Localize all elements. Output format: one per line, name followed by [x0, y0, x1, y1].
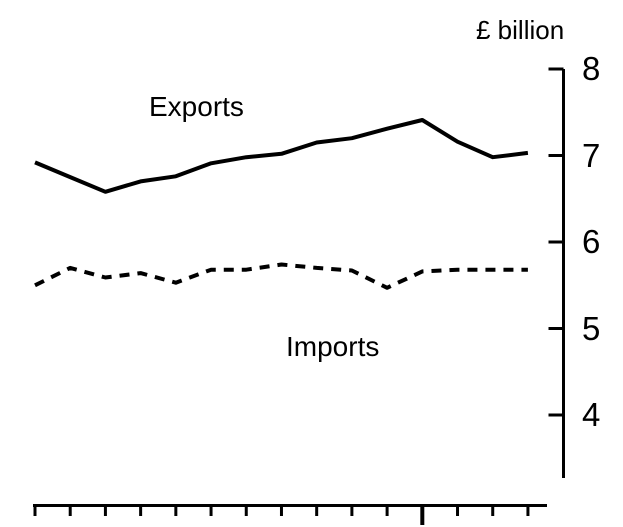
y-axis-tick-label: 4: [582, 396, 601, 433]
exports-series-label: Exports: [149, 91, 244, 122]
exports-line: [34, 118, 529, 194]
imports-series-label: Imports: [286, 331, 380, 362]
y-axis-unit-label: £ billion: [476, 15, 565, 45]
y-axis-tick-label: 6: [582, 223, 601, 260]
imports-line: [34, 262, 528, 290]
y-axis-tick-label: 8: [582, 50, 601, 87]
y-axis-tick-label: 5: [582, 309, 601, 347]
y-axis-tick-label: 7: [582, 136, 601, 174]
